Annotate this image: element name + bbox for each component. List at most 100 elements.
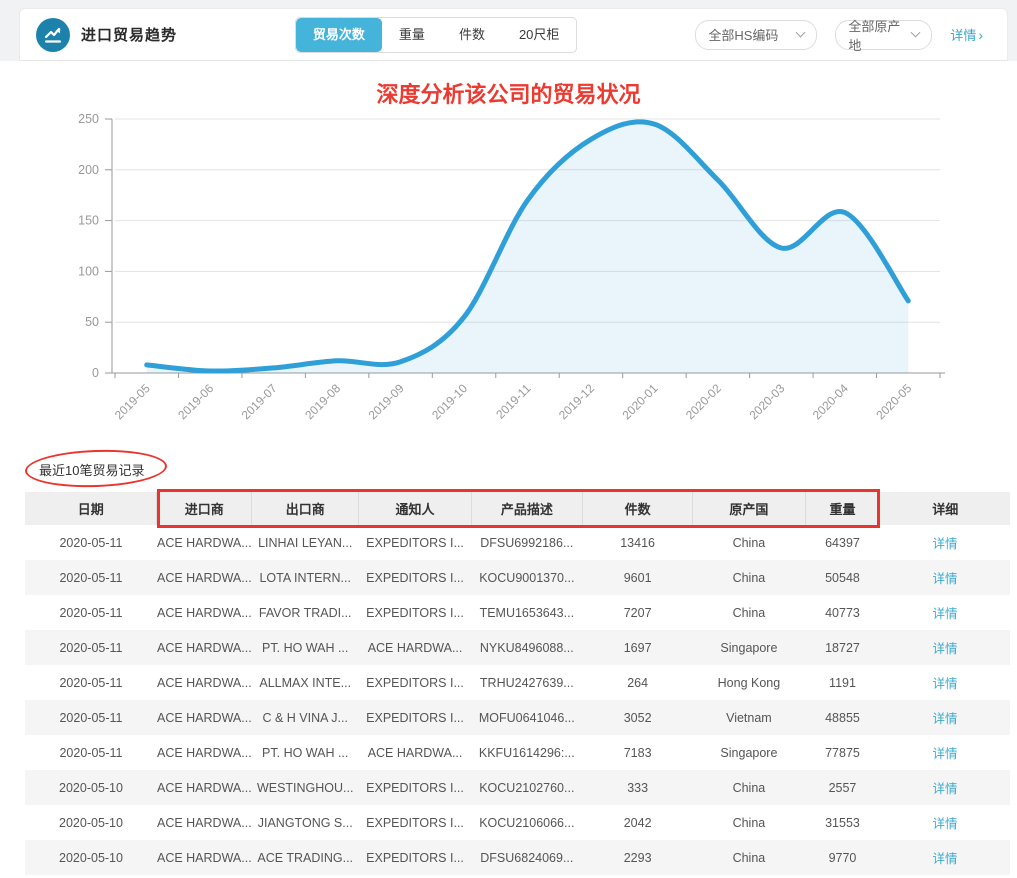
row-detail-link[interactable]: 详情 [932, 817, 958, 831]
cell: 40773 [825, 605, 860, 620]
svg-text:2020-01: 2020-01 [619, 381, 660, 422]
cell: China [732, 850, 766, 865]
header-detail-link[interactable]: 详情 › [950, 27, 983, 43]
cell: ACE HARDWA... [156, 745, 252, 760]
cell: EXPEDITORS I... [366, 780, 464, 795]
cell: 333 [627, 780, 649, 795]
column-header-1: 进口商 [156, 492, 252, 525]
detail-cell: 详情 [880, 560, 1010, 595]
trend-line [144, 119, 911, 374]
page-title: 进口贸易趋势 [81, 27, 178, 44]
svg-text:2020-02: 2020-02 [683, 381, 724, 422]
area-fill [146, 121, 909, 373]
row-detail-link[interactable]: 详情 [932, 712, 958, 726]
cell: 3052 [623, 710, 652, 725]
table-row: 2020-05-11 ACE HARDWA... C & H VINA J... EX… [25, 700, 1010, 735]
cell: 18727 [825, 640, 860, 655]
detail-cell: 详情 [880, 735, 1010, 770]
cell: JIANGTONG S... [257, 815, 353, 830]
trend-line-icon [36, 17, 70, 52]
tab-0[interactable]: 贸易次数 [295, 17, 382, 52]
svg-text:200: 200 [78, 163, 99, 177]
column-header-4: 产品描述 [470, 492, 583, 525]
svg-text:2020-05: 2020-05 [873, 381, 914, 422]
row-detail-link[interactable]: 详情 [932, 747, 958, 761]
table-row: 2020-05-10 ACE HARDWA... ACE TRADING... EXP… [25, 840, 1010, 875]
table-row: 2020-05-11 ACE HARDWA... FAVOR TRADI... EXP… [25, 595, 1010, 630]
detail-cell: 详情 [880, 630, 1010, 665]
column-header-3: 通知人 [358, 492, 472, 525]
cell: China [732, 780, 766, 795]
cell: China [732, 570, 766, 585]
cell: EXPEDITORS I... [366, 850, 464, 865]
table-row: 2020-05-11 ACE HARDWA... PT. HO WAH ... ACE… [25, 735, 1010, 770]
chevron-down-icon [795, 27, 806, 38]
cell: NYKU8496088... [479, 640, 574, 655]
cell: TRHU2427639... [479, 675, 574, 690]
cell: Vietnam [726, 710, 772, 725]
row-detail-link[interactable]: 详情 [932, 677, 958, 691]
cell: KOCU9001370... [479, 570, 575, 585]
cell: 50548 [825, 570, 860, 585]
svg-text:100: 100 [78, 264, 99, 278]
column-header-2: 出口商 [251, 492, 359, 525]
svg-text:2020-04: 2020-04 [810, 381, 851, 422]
cell: DFSU6824069... [480, 850, 574, 865]
svg-text:2019-07: 2019-07 [239, 381, 280, 422]
cell: WESTINGHOU... [256, 780, 354, 795]
row-detail-link[interactable]: 详情 [932, 852, 958, 866]
cell: 2020-05-11 [59, 640, 123, 655]
detail-cell: 详情 [880, 525, 1010, 560]
row-detail-link[interactable]: 详情 [932, 782, 958, 796]
filters: 全部HS编码 全部原产地 详情 › [695, 19, 983, 53]
row-detail-link[interactable]: 详情 [932, 642, 958, 656]
trade-records-section: 最近10笔贸易记录 日期 进口商 出口商 通知人 产品描述 件数 原产国 重量 详细 2020-… [0, 440, 1017, 875]
cell: 2020-05-10 [59, 815, 123, 830]
chevron-down-icon [910, 27, 921, 38]
cell: EXPEDITORS I... [366, 570, 464, 585]
cell: China [732, 535, 766, 550]
cell: KKFU1614296:... [478, 745, 575, 760]
cell: ACE HARDWA... [156, 780, 252, 795]
column-header-6: 原产国 [692, 492, 806, 525]
table-row: 2020-05-10 ACE HARDWA... JIANGTONG S... EXP… [25, 805, 1010, 840]
hs-code-select-value: 全部HS编码 [708, 28, 779, 43]
cell: 77875 [825, 745, 860, 760]
detail-cell: 详情 [880, 595, 1010, 630]
row-detail-link[interactable]: 详情 [932, 607, 958, 621]
cell: PT. HO WAH ... [262, 745, 349, 760]
tab-3[interactable]: 20尺柜 [518, 26, 560, 42]
cell: ACE HARDWA... [156, 605, 252, 620]
cell: ACE HARDWA... [156, 570, 252, 585]
red-annotation-title: 深度分析该公司的贸易状况 [376, 82, 641, 107]
cell: 48855 [825, 710, 860, 725]
cell: 7183 [623, 745, 652, 760]
hs-code-select[interactable]: 全部HS编码 [695, 19, 818, 50]
cell: 9601 [623, 570, 652, 585]
table-header-row: 日期 进口商 出口商 通知人 产品描述 件数 原产国 重量 详细 [25, 492, 1010, 525]
trend-chart-section: 深度分析该公司的贸易状况 0 50 100 150 200 250 2019-05 2019-… [0, 61, 1017, 440]
column-header-5: 件数 [581, 492, 693, 525]
table-row: 2020-05-10 ACE HARDWA... WESTINGHOU... EXPE… [25, 770, 1010, 805]
section-title-wrap: 最近10笔贸易记录 [24, 447, 168, 490]
trend-chart: 0 50 100 150 200 250 2019-05 2019-06 2019-07 2019… [78, 112, 945, 422]
brand: 进口贸易趋势 [36, 17, 178, 52]
top-band: 进口贸易趋势 贸易次数 重量 件数 20尺柜 全部HS编码 全部原产地 详情 › [0, 0, 1017, 61]
cell: ACE HARDWA... [156, 640, 252, 655]
tab-2[interactable]: 件数 [458, 26, 485, 42]
detail-cell: 详情 [880, 770, 1010, 805]
trade-records-table: 日期 进口商 出口商 通知人 产品描述 件数 原产国 重量 详细 2020-05-11 ACE H… [25, 492, 1010, 875]
origin-select[interactable]: 全部原产地 [835, 19, 933, 53]
tab-1[interactable]: 重量 [398, 26, 425, 42]
cell: 2020-05-11 [59, 745, 123, 760]
cell: ACE HARDWA... [156, 850, 252, 865]
cell: 2020-05-11 [59, 535, 123, 550]
row-detail-link[interactable]: 详情 [932, 537, 958, 551]
cell: 1697 [623, 640, 652, 655]
detail-cell: 详情 [880, 840, 1010, 875]
svg-text:2019-08: 2019-08 [302, 381, 343, 422]
row-detail-link[interactable]: 详情 [932, 572, 958, 586]
svg-text:2019-06: 2019-06 [175, 381, 216, 422]
table-row: 2020-05-11 ACE HARDWA... PT. HO WAH ... ACE… [25, 630, 1010, 665]
table-row: 2020-05-11 ACE HARDWA... LINHAI LEYAN... EX… [25, 525, 1010, 560]
